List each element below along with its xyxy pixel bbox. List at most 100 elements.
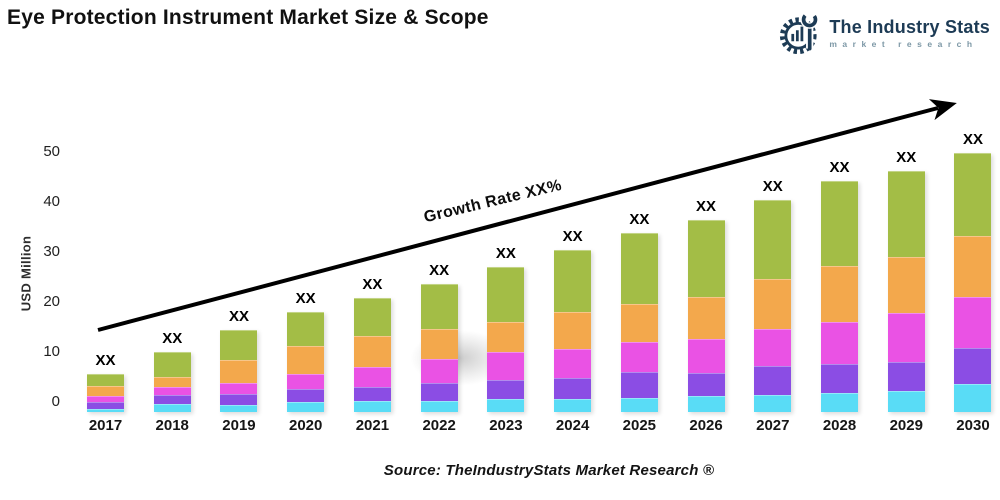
bar-value-label: XX [896,149,917,166]
segment-orange [754,279,792,329]
bar-value-label: XX [962,131,983,148]
y-tick-label: 0 [51,392,60,410]
segment-magenta [87,395,124,402]
brand-logo: The Industry Stats market research [779,10,990,56]
bar-group [887,171,925,412]
segment-magenta [287,373,325,389]
segment-orange [420,329,458,359]
segment-magenta [153,386,191,395]
segment-magenta [220,382,258,394]
segment-green [287,311,325,346]
segment-green [353,297,391,336]
logo-name: The Industry Stats [829,16,990,37]
segment-purple [353,386,391,401]
segment-green [153,351,191,377]
segment-cyan [821,392,859,412]
source-note: Source: TheIndustryStats Market Research… [383,462,715,479]
segment-cyan [554,399,592,412]
segment-orange [554,312,592,349]
segment-magenta [687,339,725,373]
y-tick-label: 10 [43,342,60,360]
segment-purple [487,379,525,399]
bar-value-label: XX [295,289,316,307]
segment-purple [821,364,859,393]
segment-cyan [87,408,124,412]
segment-purple [220,394,258,405]
bar-group [153,351,191,412]
bar-value-label: XX [629,210,650,228]
segment-orange [220,360,258,383]
x-tick-label: 2029 [889,417,923,434]
page-title: Eye Protection Instrument Market Size & … [7,6,489,29]
segment-purple [153,395,191,404]
bar-value-label: XX [228,307,249,325]
bar-group [220,329,258,412]
segment-magenta [554,348,592,378]
segment-purple [754,366,792,395]
bar-group [954,153,992,412]
segment-green [821,181,859,266]
bar-group [754,199,792,412]
segment-orange [153,376,191,387]
segment-purple [954,348,992,384]
y-tick-label: 30 [43,242,60,260]
logo-subtitle: market research [829,38,978,49]
segment-magenta [353,367,391,387]
segment-green [754,199,792,279]
segment-magenta [487,352,525,380]
segment-cyan [353,400,391,412]
segment-cyan [754,394,792,412]
segment-purple [887,361,925,391]
x-tick-label: 2020 [289,417,323,434]
bar-group [620,232,658,412]
bar-value-label: XX [762,177,783,195]
segment-orange [487,321,525,352]
segment-magenta [620,342,658,372]
segment-orange [287,346,325,374]
segment-orange [887,256,925,313]
segment-magenta [821,321,859,364]
x-tick-label: 2017 [88,417,123,434]
bar-group [353,297,391,412]
bar-group [487,267,525,412]
segment-cyan [620,397,658,412]
bar-group [821,181,859,412]
segment-cyan [420,400,458,412]
segment-cyan [887,390,925,412]
bar-value-label: XX [429,262,450,279]
segment-green [954,153,992,236]
growth-rate-annotation: Growth Rate XX% [422,176,564,227]
segment-magenta [420,358,458,383]
segment-orange [954,235,992,297]
bar-value-label: XX [829,159,850,176]
bar-value-label: XX [362,275,383,293]
x-tick-label: 2018 [155,417,189,434]
x-tick-label: 2023 [489,417,523,434]
segment-magenta [754,328,792,366]
segment-magenta [954,297,992,348]
segment-cyan [220,405,258,412]
segment-cyan [954,384,992,412]
segment-purple [687,373,725,396]
bar-group [687,220,725,412]
bar-value-label: XX [696,198,717,215]
bar-group [420,284,458,412]
segment-green [554,250,592,312]
y-axis-title: USD Million [18,235,34,312]
x-tick-label: 2028 [822,417,857,434]
segment-orange [87,386,124,396]
x-tick-label: 2026 [689,417,723,434]
segment-cyan [687,395,725,412]
segment-cyan [287,401,325,412]
bar-group [287,311,325,412]
segment-green [487,267,525,322]
y-tick-label: 20 [43,292,60,310]
segment-green [887,171,925,257]
segment-cyan [487,399,525,412]
segment-green [687,220,725,297]
x-tick-label: 2022 [422,417,456,434]
x-tick-label: 2019 [222,417,256,434]
segment-purple [87,402,124,409]
x-tick-label: 2027 [756,417,790,434]
